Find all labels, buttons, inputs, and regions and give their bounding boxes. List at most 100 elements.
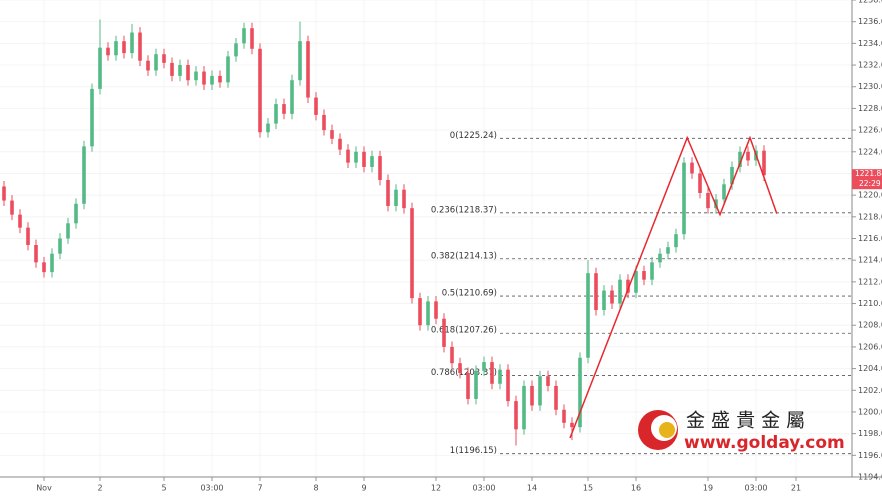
candle-body (178, 65, 182, 76)
y-tick-label: 1212.00 (858, 277, 882, 286)
candle-body (418, 298, 422, 326)
candle-body (578, 357, 582, 428)
candle-body (322, 114, 326, 131)
candle-body (626, 279, 630, 293)
candle-body (266, 123, 270, 133)
price-tag (852, 169, 882, 190)
candle-body (250, 28, 254, 49)
candle-body (482, 362, 486, 371)
candle-body (746, 151, 750, 161)
price-tag-time: 22:29 (859, 179, 881, 188)
y-tick-label: 1238.00 (858, 0, 882, 5)
candle-body (706, 192, 710, 209)
candle-body (618, 279, 622, 304)
logo: 金 盛 貴 金 屬 www.golday.com (638, 410, 845, 453)
x-tick-label: 9 (361, 484, 366, 493)
y-tick-label: 1196.00 (858, 451, 882, 460)
candle-body (50, 253, 54, 273)
price-tag-label: 1221.84 (855, 169, 882, 178)
candle-body (402, 189, 406, 209)
candle-body (466, 372, 470, 399)
candle-body (106, 47, 110, 56)
candle-body (18, 214, 22, 228)
candle-body (450, 346, 454, 364)
x-tick-label: 03:00 (200, 484, 223, 493)
candle-body (314, 97, 318, 115)
candle-body (594, 273, 598, 311)
y-tick-label: 1214.00 (858, 256, 882, 265)
candle-body (642, 271, 646, 280)
fib-label: 0.786(1203.37) (431, 368, 497, 378)
candle-body (562, 409, 566, 423)
candle-body (426, 301, 430, 326)
candle-body (538, 376, 542, 406)
logo-url: www.golday.com (684, 433, 845, 453)
candle-body (434, 301, 438, 319)
candle-body (146, 60, 150, 71)
y-tick-label: 1206.00 (858, 342, 882, 351)
candle-body (522, 385, 526, 430)
candle-body (666, 247, 670, 254)
candle-body (442, 318, 446, 347)
candle-body (26, 227, 30, 246)
candle-body (602, 290, 606, 311)
y-tick-label: 1210.00 (858, 299, 882, 308)
y-tick-label: 1202.00 (858, 386, 882, 395)
candle-body (762, 150, 766, 176)
candle-body (458, 363, 462, 373)
fib-label: 0.236(1218.37) (431, 205, 497, 215)
candle-body (138, 32, 142, 61)
candle-body (258, 48, 262, 133)
candle-body (690, 162, 694, 174)
candle-body (386, 179, 390, 206)
candle-body (290, 80, 294, 114)
candle-body (674, 234, 678, 248)
candle-body (122, 41, 126, 54)
candle-body (362, 151, 366, 167)
candle-body (282, 104, 286, 114)
candle-body (698, 173, 702, 193)
candle-body (234, 43, 238, 57)
candle-body (218, 75, 222, 83)
candle-body (162, 54, 166, 63)
candle-body (130, 32, 134, 54)
x-tick-label: 7 (257, 484, 262, 493)
y-tick-label: 1232.00 (858, 61, 882, 70)
candle-body (370, 156, 374, 167)
candle-body (58, 238, 62, 254)
candle-body (66, 223, 70, 239)
candle-body (274, 104, 278, 124)
candle-body (570, 422, 574, 428)
candle-body (498, 369, 502, 384)
candle-body (378, 156, 382, 180)
candle-body (546, 376, 550, 386)
candle-body (658, 253, 662, 263)
candle-body (2, 186, 6, 201)
candle-body (530, 385, 534, 406)
candle-body (586, 273, 590, 358)
y-tick-label: 1200.00 (858, 407, 882, 416)
candle-body (354, 151, 358, 163)
x-tick-label: 12 (431, 484, 441, 493)
x-tick-label: 21 (791, 484, 801, 493)
y-tick-label: 1204.00 (858, 364, 882, 373)
y-tick-label: 1228.00 (858, 104, 882, 113)
candle-body (170, 62, 174, 76)
candle-body (306, 41, 310, 98)
candle-body (634, 271, 638, 293)
pattern-line (569, 135, 778, 439)
y-tick-label: 1226.00 (858, 126, 882, 135)
x-tick-label: 19 (703, 484, 713, 493)
y-tick-label: 1224.00 (858, 147, 882, 156)
candle-body (42, 262, 46, 273)
candle-body (682, 162, 686, 235)
candle-body (474, 370, 478, 399)
y-tick-label: 1220.00 (858, 191, 882, 200)
candle-body (506, 369, 510, 402)
x-tick-label: Nov (36, 484, 52, 493)
candle-body (298, 41, 302, 81)
candle-body (154, 54, 158, 71)
candle-body (610, 290, 614, 304)
